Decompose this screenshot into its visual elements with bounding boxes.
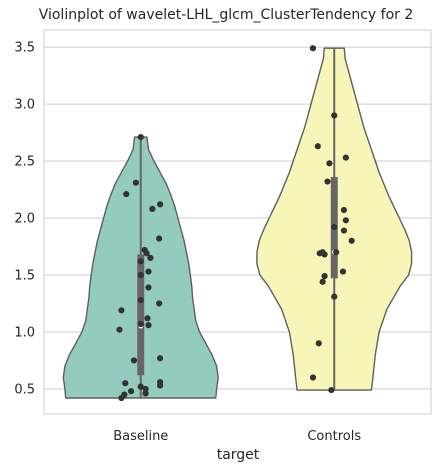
strip-point: [157, 355, 164, 362]
plot-frame: [43, 29, 432, 415]
strip-point: [137, 383, 144, 390]
strip-point: [331, 293, 338, 300]
strip-point: [142, 390, 149, 397]
y-tick-labels: 0.5 1.0 1.5 2.0 2.5 3.0 3.5: [14, 41, 35, 398]
strip-point: [340, 206, 348, 214]
strip-point: [122, 380, 129, 387]
strip-point: [333, 249, 340, 256]
strip-point: [147, 254, 154, 261]
strip-point: [309, 45, 317, 52]
strip-point: [342, 217, 349, 224]
strip-point: [321, 251, 328, 258]
strip-point: [137, 296, 144, 304]
y-tick-label: 0.5: [14, 382, 35, 397]
strip-point: [340, 227, 348, 234]
strip-point: [141, 246, 148, 254]
strip-point: [118, 307, 125, 314]
strip-point: [127, 388, 135, 395]
x-tick-labels: Baseline Controls: [113, 429, 361, 444]
strip-point: [156, 300, 163, 307]
strip-point: [328, 386, 335, 394]
x-tick-label: Baseline: [113, 429, 168, 444]
strip-point: [157, 201, 164, 208]
strip-point: [145, 284, 152, 291]
strip-point: [137, 320, 144, 328]
strip-point: [144, 315, 151, 322]
strip-point: [157, 378, 164, 386]
strip-point: [309, 374, 317, 381]
strip-point: [145, 322, 152, 329]
strip-point: [339, 268, 347, 275]
y-tick-label: 1.0: [14, 325, 35, 340]
y-tick-label: 2.0: [14, 212, 35, 227]
strip-point: [121, 391, 128, 398]
strip-point: [130, 357, 138, 364]
strip-point: [123, 190, 130, 198]
strip-point: [321, 273, 328, 280]
strip-point: [315, 340, 322, 347]
strip-point: [142, 385, 149, 393]
strip-point: [342, 154, 349, 161]
y-tick-label: 3.5: [14, 41, 35, 56]
y-tick-label: 2.5: [14, 155, 35, 170]
y-tick-label: 3.0: [14, 98, 35, 113]
strip-point: [137, 271, 144, 279]
strip-point: [319, 278, 326, 285]
strip-point: [324, 178, 331, 185]
strip-point: [116, 326, 123, 333]
strip-point: [132, 179, 140, 186]
strip-point: [137, 134, 144, 141]
strip-point: [145, 268, 152, 275]
strip-point: [331, 224, 338, 231]
y-tick-label: 1.5: [14, 268, 35, 283]
chart-title: Violinplot of wavelet-LHL_glcm_ClusterTe…: [39, 7, 414, 23]
strip-point: [314, 143, 321, 150]
x-axis-label: target: [217, 447, 260, 463]
strip-point: [326, 160, 333, 167]
strip-point: [149, 205, 156, 212]
strip-point: [156, 235, 163, 242]
strip-point: [137, 258, 144, 265]
strip-point: [348, 237, 355, 244]
x-tick-label: Controls: [307, 429, 361, 444]
violins: [62, 47, 413, 399]
strip-points: [116, 45, 355, 402]
strip-point: [331, 112, 338, 119]
